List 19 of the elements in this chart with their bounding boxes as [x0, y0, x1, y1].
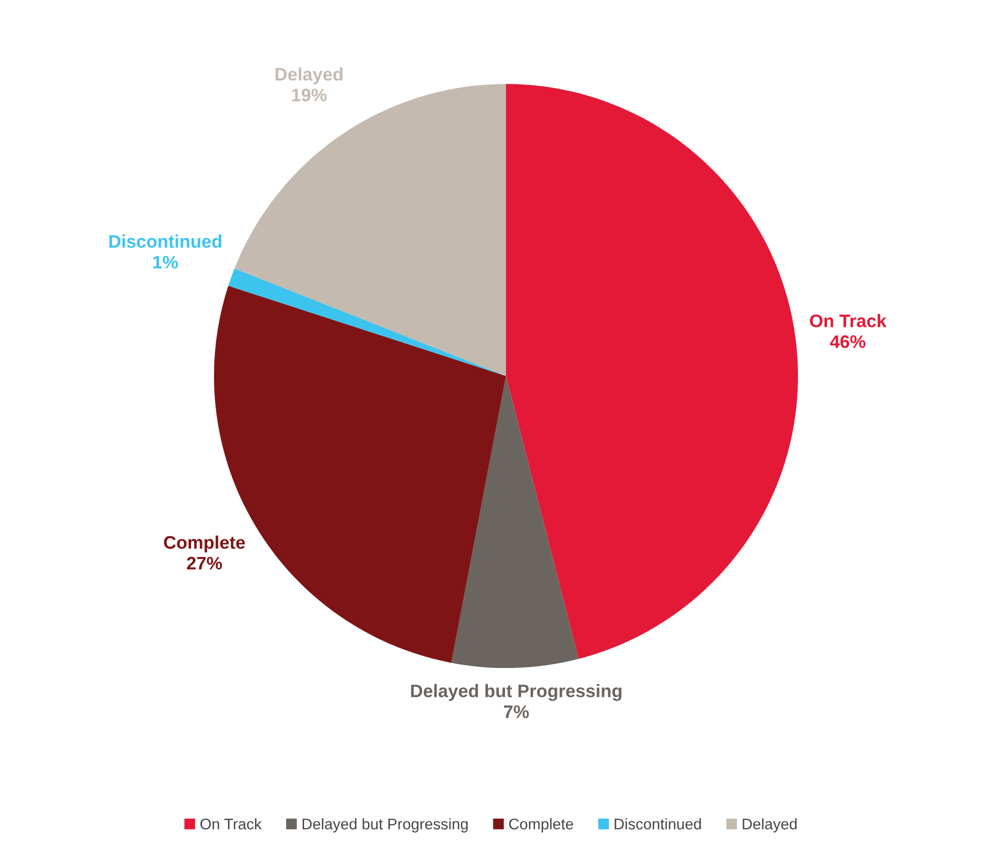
data-label: 7%	[504, 705, 529, 718]
data-label: 19%	[292, 88, 327, 102]
slice-label: Complete	[164, 536, 245, 552]
legend-label: Delayed but Progressing	[302, 818, 468, 832]
legend-label: On Track	[200, 818, 262, 830]
pie-slice	[234, 84, 506, 376]
legend-label: Delayed	[742, 818, 797, 832]
slice-label: Delayed	[276, 67, 342, 84]
data-label: 46%	[830, 335, 866, 348]
pie-slice	[451, 376, 579, 668]
data-label: 27%	[186, 556, 222, 570]
pie-slice	[506, 84, 798, 659]
legend-label: Complete	[509, 818, 574, 832]
pie-slice	[228, 268, 506, 376]
slice-label: Discontinued	[109, 234, 222, 248]
legend-label: Discontinued	[614, 818, 701, 830]
data-label: 1%	[153, 256, 178, 269]
slice-label: On Track	[810, 314, 887, 328]
slice-label: Delayed but Progressing	[411, 684, 622, 701]
